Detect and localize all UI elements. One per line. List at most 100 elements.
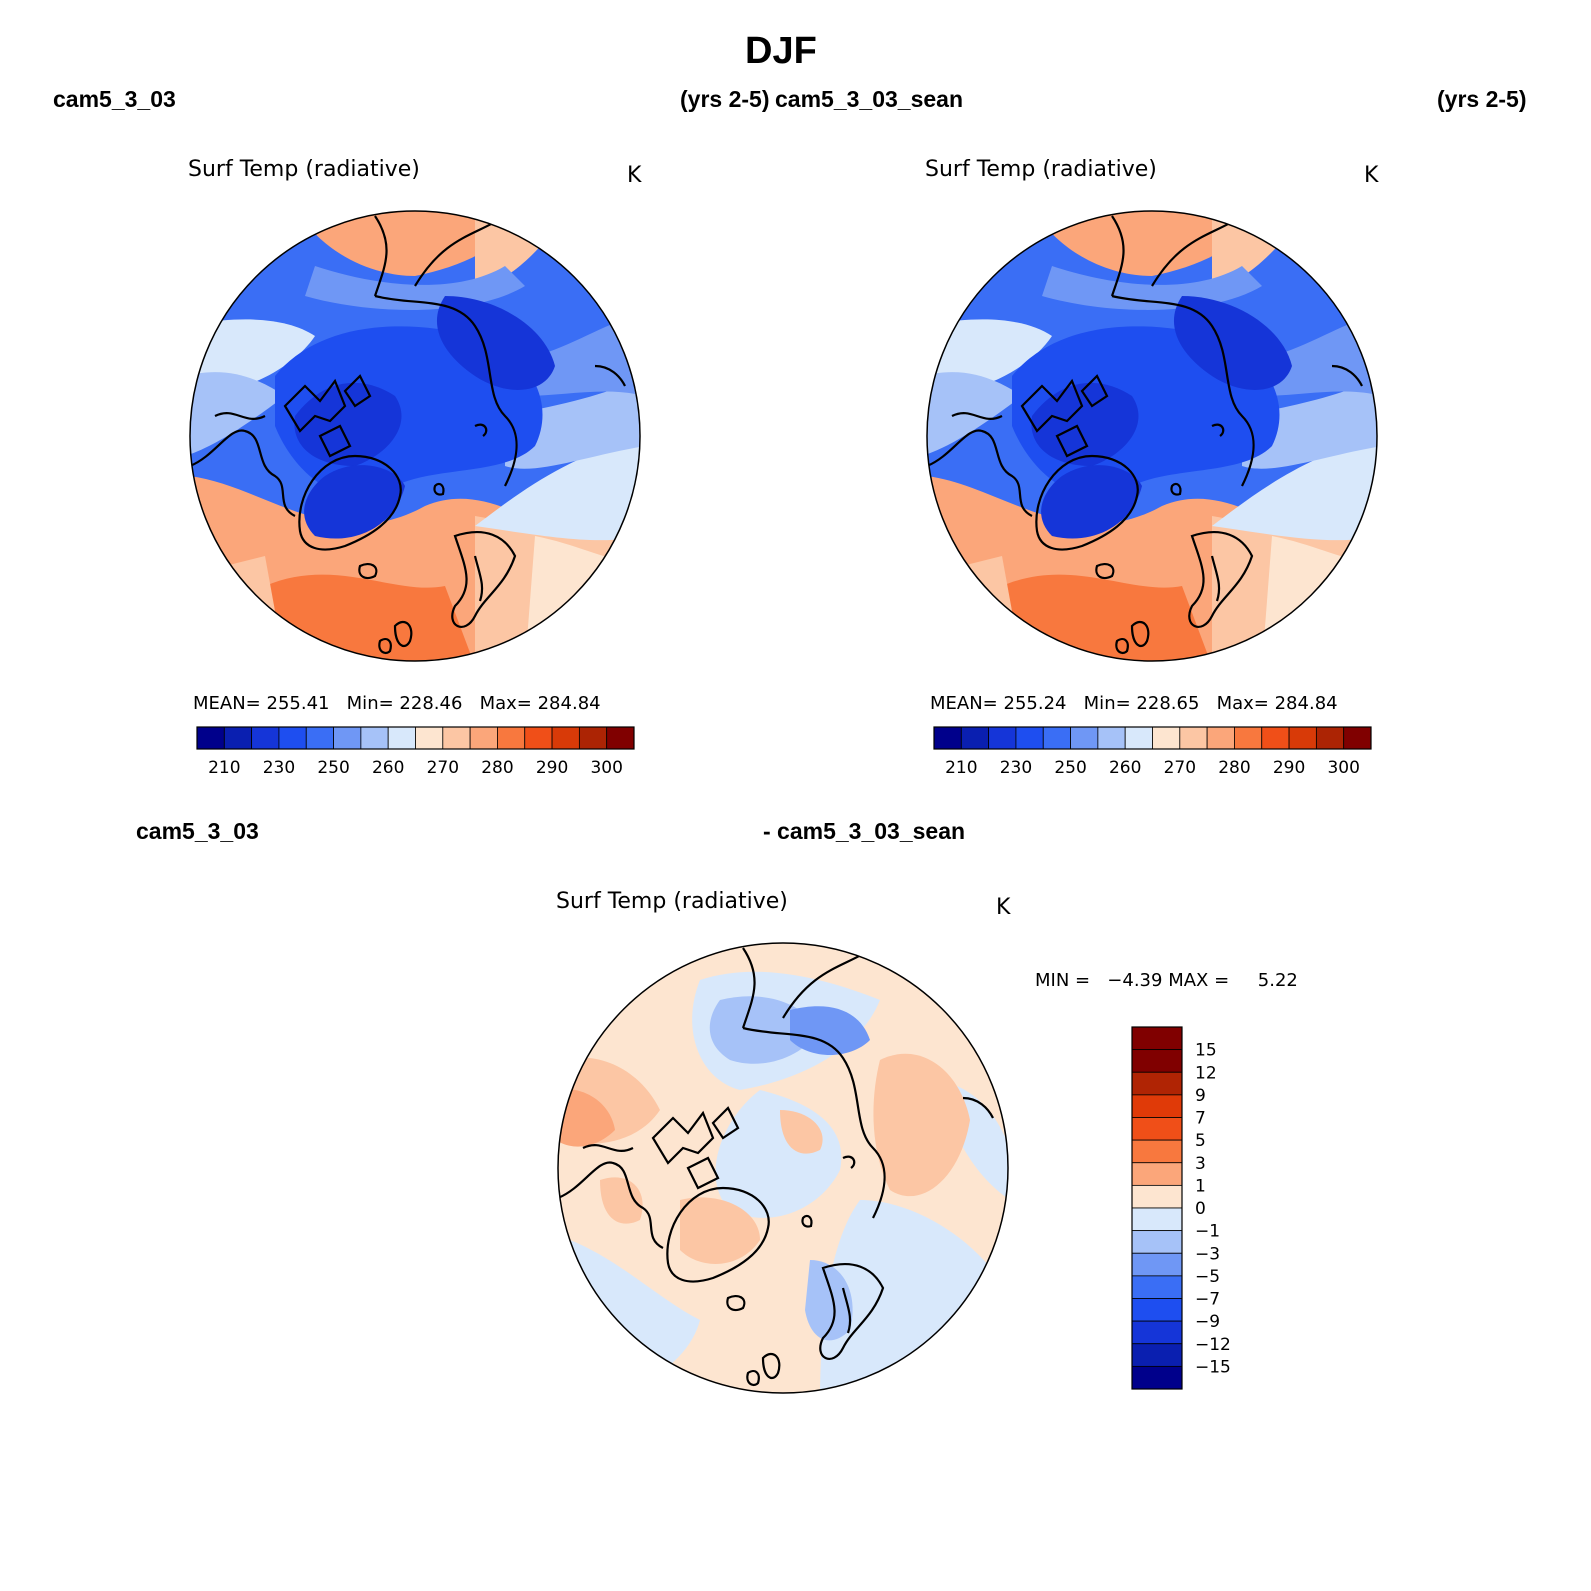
panel2-colorbar-swatch bbox=[988, 726, 1017, 750]
panel3-colorbar-swatch bbox=[1131, 1230, 1183, 1254]
mean-label: MEAN= bbox=[193, 693, 261, 714]
mean-value: 255.41 bbox=[266, 693, 330, 714]
panel1-colorbar-tick-label: 280 bbox=[481, 758, 513, 778]
panel3-colorbar-tick-label: −3 bbox=[1195, 1244, 1220, 1264]
max-value: 284.84 bbox=[537, 693, 601, 714]
max-label: MAX = bbox=[1168, 970, 1230, 991]
panel1-colorbar-tick-label: 250 bbox=[317, 758, 349, 778]
panel3-colorbar-tick-label: −12 bbox=[1195, 1335, 1231, 1355]
min-label: MIN = bbox=[1035, 970, 1091, 991]
panel2-stats: MEAN= 255.24 Min= 228.65 Max= 284.84 bbox=[930, 693, 1338, 714]
panel3-colorbar-swatch bbox=[1131, 1252, 1183, 1277]
panel3-colorbar-swatch bbox=[1131, 1094, 1183, 1118]
max-value: 284.84 bbox=[1274, 693, 1338, 714]
panel3-colorbar-tick-label: −15 bbox=[1195, 1357, 1231, 1377]
panel3-colorbar-tick-label: −7 bbox=[1195, 1290, 1220, 1310]
panel2-colorbar-swatch bbox=[960, 726, 990, 750]
panel3-colorbar-swatch bbox=[1131, 1184, 1183, 1209]
panel3-colorbar-tick-label: 3 bbox=[1195, 1154, 1206, 1174]
panel1-variable: Surf Temp (radiative) bbox=[188, 157, 420, 182]
min-label: Min= bbox=[1083, 693, 1131, 714]
min-value: −4.39 bbox=[1107, 970, 1163, 991]
panel2-colorbar-tick-label: 300 bbox=[1327, 758, 1359, 778]
panel3-units: K bbox=[996, 895, 1011, 920]
panel1-colorbar-swatch bbox=[196, 726, 225, 750]
panel3-colorbar-swatch bbox=[1131, 1049, 1183, 1073]
panel1-units: K bbox=[627, 163, 642, 188]
panel2-colorbar-swatch bbox=[1015, 726, 1044, 750]
panel3-colorbar-frame bbox=[1131, 1026, 1183, 1390]
panel1-colorbar-swatch bbox=[305, 726, 334, 750]
mean-value: 255.24 bbox=[1003, 693, 1067, 714]
panel1-map-border bbox=[189, 210, 641, 662]
panel1-colorbar-frame bbox=[196, 726, 635, 750]
panel3-colorbar-tick-label: −5 bbox=[1195, 1267, 1220, 1287]
panel1-colorbar: 210 230 250 260 270 280 290 300 bbox=[196, 726, 635, 778]
panel2-colorbar-swatch bbox=[1179, 726, 1208, 750]
panel3-colorbar-tick-label: 15 bbox=[1195, 1041, 1217, 1061]
panel3-colorbar-swatch bbox=[1131, 1275, 1183, 1299]
panel1-colorbar-tick-label: 270 bbox=[427, 758, 459, 778]
panel2-units: K bbox=[1364, 163, 1379, 188]
max-label: Max= bbox=[1216, 693, 1269, 714]
panel1-colorbar-tick-label: 260 bbox=[372, 758, 404, 778]
panel3-colorbar-swatch bbox=[1131, 1207, 1183, 1232]
panel3-map-border bbox=[557, 942, 1009, 1394]
panel3-colorbar-tick-label: 1 bbox=[1195, 1176, 1206, 1196]
panel3-colorbar-tick-label: 9 bbox=[1195, 1086, 1206, 1106]
min-value: 228.46 bbox=[399, 693, 463, 714]
min-label: Min= bbox=[346, 693, 394, 714]
panel2-colorbar-frame bbox=[933, 726, 1372, 750]
panel1-colorbar-swatch bbox=[442, 726, 471, 750]
panel2-colorbar-swatch bbox=[933, 726, 962, 750]
page-title: DJF bbox=[745, 30, 817, 72]
panel1-colorbar-tick-label: 230 bbox=[263, 758, 295, 778]
case1-name: cam5_3_03 bbox=[53, 86, 176, 112]
panel3-variable: Surf Temp (radiative) bbox=[556, 889, 788, 914]
panel3-colorbar-tick-label: 12 bbox=[1195, 1063, 1217, 1083]
panel1-colorbar-tick-label: 210 bbox=[208, 758, 240, 778]
min-value: 228.65 bbox=[1136, 693, 1200, 714]
panel3-stats: MIN = −4.39 MAX = 5.22 bbox=[1035, 970, 1298, 991]
panel1-colorbar-swatch bbox=[415, 726, 444, 750]
panel3-colorbar-tick-label: 0 bbox=[1195, 1199, 1206, 1219]
panel3-map bbox=[557, 942, 1009, 1394]
panel1-colorbar-swatch bbox=[251, 726, 280, 750]
panel2-colorbar-tick-label: 260 bbox=[1109, 758, 1141, 778]
panel1-colorbar-swatch bbox=[606, 726, 635, 750]
panel3-colorbar-tick-label: 5 bbox=[1195, 1131, 1206, 1151]
panel2-colorbar-tick-label: 230 bbox=[1000, 758, 1032, 778]
max-label: Max= bbox=[479, 693, 532, 714]
panel2-colorbar-swatch bbox=[1234, 726, 1263, 750]
panel2-colorbar-swatch bbox=[1152, 726, 1181, 750]
panel2-colorbar-swatch bbox=[1288, 726, 1317, 750]
panel1-colorbar-tick-label: 300 bbox=[590, 758, 622, 778]
max-value: 5.22 bbox=[1257, 970, 1298, 991]
case1-years: (yrs 2-5) bbox=[680, 86, 770, 112]
panel3-colorbar-swatch bbox=[1131, 1162, 1183, 1186]
panel1-map bbox=[189, 210, 641, 662]
panel3-colorbar-swatch bbox=[1131, 1139, 1183, 1164]
panel1-colorbar-tick-label: 290 bbox=[536, 758, 568, 778]
panel2-colorbar-swatch bbox=[1315, 726, 1345, 750]
panel1-colorbar-swatch bbox=[387, 726, 416, 750]
case2-years: (yrs 2-5) bbox=[1437, 86, 1527, 112]
panel2-colorbar-swatch bbox=[1124, 726, 1153, 750]
panel1-colorbar-swatch bbox=[360, 726, 389, 750]
panel3-colorbar-swatch bbox=[1131, 1071, 1183, 1096]
diff-case2-name: - cam5_3_03_sean bbox=[763, 818, 966, 844]
panel2-map-border bbox=[926, 210, 1378, 662]
panel3-colorbar-swatch bbox=[1131, 1117, 1183, 1141]
panel2-colorbar-swatch bbox=[1070, 726, 1099, 750]
panel2-colorbar-swatch bbox=[1261, 726, 1290, 750]
panel1-stats: MEAN= 255.41 Min= 228.46 Max= 284.84 bbox=[193, 693, 601, 714]
panel2-variable: Surf Temp (radiative) bbox=[925, 157, 1157, 182]
panel1-colorbar-swatch bbox=[469, 726, 498, 750]
panel2-colorbar-tick-label: 280 bbox=[1218, 758, 1250, 778]
panel1-colorbar-swatch bbox=[551, 726, 580, 750]
panel2-colorbar-tick-label: 210 bbox=[945, 758, 977, 778]
panel2-colorbar-tick-label: 290 bbox=[1273, 758, 1305, 778]
panel1-colorbar-swatch bbox=[497, 726, 526, 750]
panel3-colorbar-swatch bbox=[1131, 1026, 1183, 1051]
